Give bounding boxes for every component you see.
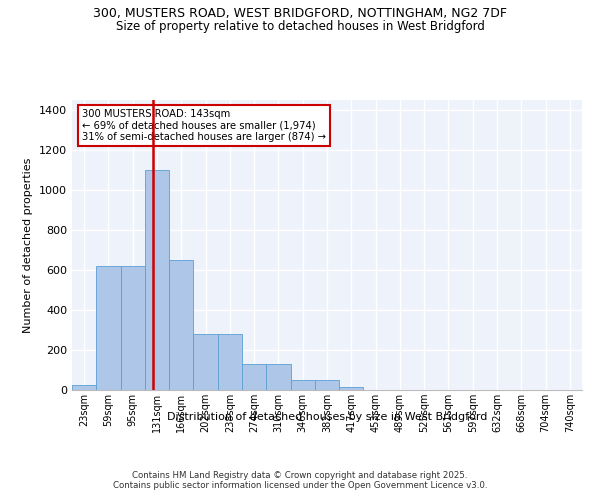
Bar [193, 334, 218, 390]
Bar [339, 387, 364, 390]
Text: 300 MUSTERS ROAD: 143sqm
← 69% of detached houses are smaller (1,974)
31% of sem: 300 MUSTERS ROAD: 143sqm ← 69% of detach… [82, 108, 326, 142]
Y-axis label: Number of detached properties: Number of detached properties [23, 158, 34, 332]
Bar [121, 266, 145, 390]
Bar [145, 170, 169, 390]
Bar [242, 364, 266, 390]
Bar [266, 364, 290, 390]
Bar [290, 380, 315, 390]
Text: Distribution of detached houses by size in West Bridgford: Distribution of detached houses by size … [167, 412, 487, 422]
Bar [96, 266, 121, 390]
Bar [169, 260, 193, 390]
Bar [218, 334, 242, 390]
Text: Contains HM Land Registry data © Crown copyright and database right 2025.
Contai: Contains HM Land Registry data © Crown c… [113, 470, 487, 490]
Text: Size of property relative to detached houses in West Bridgford: Size of property relative to detached ho… [116, 20, 484, 33]
Bar [72, 385, 96, 390]
Text: 300, MUSTERS ROAD, WEST BRIDGFORD, NOTTINGHAM, NG2 7DF: 300, MUSTERS ROAD, WEST BRIDGFORD, NOTTI… [93, 8, 507, 20]
Bar [315, 380, 339, 390]
